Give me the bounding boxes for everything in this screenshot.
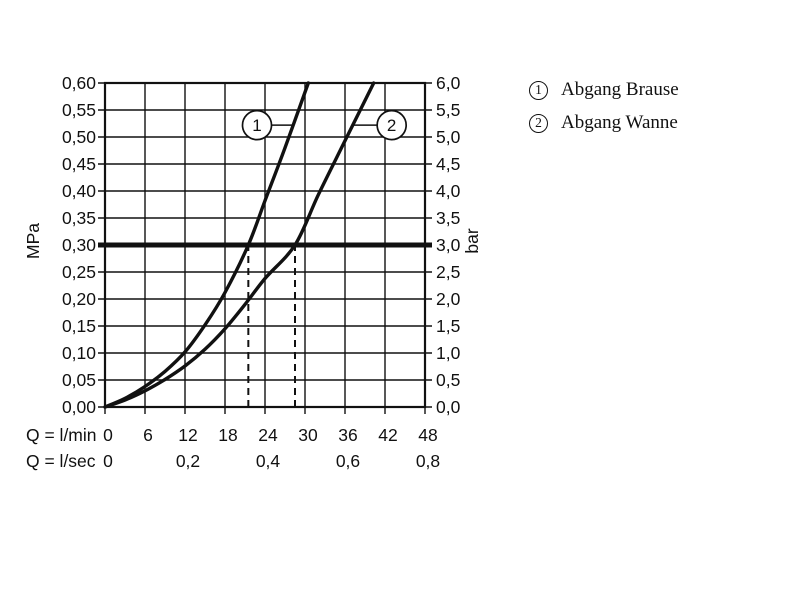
svg-text:2: 2	[387, 116, 396, 135]
svg-text:0,25: 0,25	[62, 262, 96, 282]
svg-text:0: 0	[103, 425, 113, 445]
svg-text:0,6: 0,6	[336, 451, 360, 471]
curve-marker-2: 2	[352, 109, 408, 141]
svg-text:1: 1	[252, 116, 261, 135]
svg-text:2,0: 2,0	[436, 289, 461, 309]
svg-text:12: 12	[178, 425, 197, 445]
legend-item-wanne: 2 Abgang Wanne	[529, 112, 679, 134]
svg-text:0,45: 0,45	[62, 154, 96, 174]
x-axis-lmin-labels: 0 6 12 18 24 30 36 42 48	[103, 425, 438, 445]
legend-label-brause: Abgang Brause	[561, 79, 679, 100]
legend-label-wanne: Abgang Wanne	[561, 112, 678, 133]
svg-text:0,60: 0,60	[62, 73, 96, 93]
curve-marker-1: 1	[241, 109, 294, 141]
svg-text:36: 36	[338, 425, 357, 445]
y-axis-right-unit-label: bar	[462, 228, 482, 253]
dashed-guides	[247, 245, 296, 407]
svg-text:0,40: 0,40	[62, 181, 96, 201]
curve-2	[103, 81, 376, 409]
x-axis-secondary-unit-label: Q = l/sec	[26, 451, 96, 471]
svg-text:1,0: 1,0	[436, 343, 461, 363]
svg-text:5,0: 5,0	[436, 127, 461, 147]
svg-text:0,8: 0,8	[416, 451, 440, 471]
legend: 1 Abgang Brause 2 Abgang Wanne	[529, 79, 679, 134]
svg-text:6,0: 6,0	[436, 73, 461, 93]
legend-symbol-2-icon: 2	[529, 113, 548, 133]
svg-text:0,05: 0,05	[62, 370, 96, 390]
svg-text:0,20: 0,20	[62, 289, 96, 309]
x-axis-primary-unit-label: Q = l/min	[26, 425, 97, 445]
svg-text:1,5: 1,5	[436, 316, 460, 336]
svg-text:0,10: 0,10	[62, 343, 96, 363]
x-axis-lsec-labels: 0 0,2 0,4 0,6 0,8	[103, 451, 440, 471]
svg-text:0,30: 0,30	[62, 235, 96, 255]
svg-text:2,5: 2,5	[436, 262, 460, 282]
svg-text:42: 42	[378, 425, 397, 445]
svg-text:5,5: 5,5	[436, 100, 460, 120]
curve-marker-circle-1	[241, 109, 273, 141]
svg-text:0,5: 0,5	[436, 370, 460, 390]
svg-text:0,55: 0,55	[62, 100, 96, 120]
svg-text:0,15: 0,15	[62, 316, 96, 336]
svg-text:24: 24	[258, 425, 278, 445]
svg-text:0,35: 0,35	[62, 208, 96, 228]
y-axis-right-labels: 0,0 0,5 1,0 1,5 2,0 2,5 3,0 3,5 4,0 4,5 5,0 5,5 6,0	[436, 73, 461, 417]
svg-text:0,50: 0,50	[62, 127, 96, 147]
curve-marker-circle-2	[376, 109, 408, 141]
y-axis-left-labels: 0,00 0,05 0,10 0,15 0,20 0,25 0,30 0,35 0,40 0,45…	[62, 73, 96, 417]
svg-text:0,2: 0,2	[176, 451, 200, 471]
svg-text:4,5: 4,5	[436, 154, 460, 174]
svg-text:0,0: 0,0	[436, 397, 461, 417]
legend-item-brause: 1 Abgang Brause	[529, 79, 679, 101]
svg-text:18: 18	[218, 425, 237, 445]
svg-text:0,4: 0,4	[256, 451, 281, 471]
svg-text:30: 30	[298, 425, 318, 445]
curve-1	[103, 81, 310, 409]
svg-text:3,5: 3,5	[436, 208, 460, 228]
y-axis-left-unit-label: MPa	[23, 223, 43, 259]
svg-text:3,0: 3,0	[436, 235, 461, 255]
svg-text:0,00: 0,00	[62, 397, 96, 417]
svg-text:4,0: 4,0	[436, 181, 461, 201]
svg-text:48: 48	[418, 425, 437, 445]
svg-text:6: 6	[143, 425, 153, 445]
svg-text:0: 0	[103, 451, 113, 471]
legend-symbol-1-icon: 1	[529, 80, 548, 100]
